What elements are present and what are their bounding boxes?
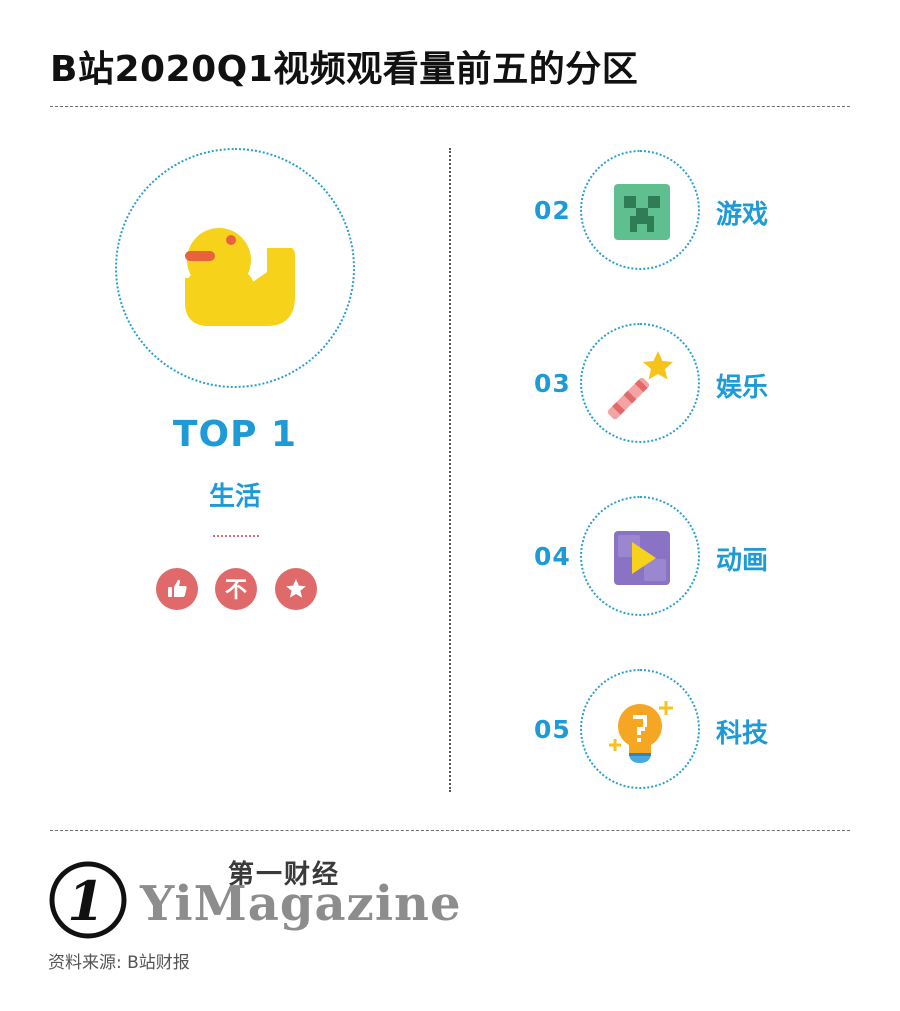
rank-05: 05 (534, 715, 571, 744)
category-entertainment: 娱乐 (716, 373, 769, 403)
thumbs-up-icon (168, 579, 187, 597)
rank-02: 02 (534, 196, 571, 225)
category-animation: 动画 (716, 546, 769, 576)
top1-icon-circle (115, 148, 355, 388)
top1-rank-label: TOP 1 (172, 414, 298, 455)
page-title: B站2020Q1视频观看量前五的分区 (50, 49, 639, 90)
game-icon-circle (580, 150, 700, 270)
magic-wand-icon (607, 351, 673, 420)
category-tech: 科技 (716, 719, 769, 749)
duck-icon (185, 228, 295, 326)
top-divider (50, 106, 850, 107)
category-game: 游戏 (716, 200, 769, 230)
thumbs-up-badge (156, 568, 198, 610)
coin-icon: 不 (225, 578, 247, 603)
top1-category-name: 生活 (208, 482, 261, 512)
bottom-divider (50, 830, 850, 831)
yimagazine-logo-icon: 1 (49, 861, 127, 939)
star-icon (286, 579, 306, 598)
dotted-separator (213, 535, 259, 537)
creeper-icon (614, 184, 670, 240)
lightbulb-icon (609, 701, 673, 763)
data-source-note: 资料来源: B站财报 (48, 953, 190, 973)
star-badge (275, 568, 317, 610)
entertainment-icon-circle (580, 323, 700, 443)
brand-chinese-name: 第一财经 (228, 860, 341, 890)
svg-text:1: 1 (67, 869, 105, 933)
coin-badge: 不 (215, 568, 257, 610)
rank-03: 03 (534, 369, 571, 398)
tech-icon-circle (580, 669, 700, 789)
play-icon (614, 531, 670, 585)
coin-glyph: 不 (225, 578, 247, 603)
vertical-divider (449, 148, 451, 792)
brand-english-name: YiMagazine (140, 876, 462, 932)
animation-icon-circle (580, 496, 700, 616)
rank-04: 04 (534, 542, 571, 571)
